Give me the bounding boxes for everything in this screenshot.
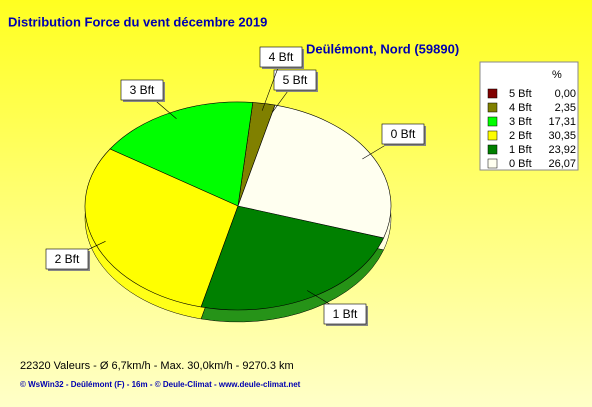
legend-swatch — [487, 102, 498, 113]
slice-label: 1 Bft — [333, 307, 358, 321]
legend-label: 4 Bft — [509, 102, 532, 114]
pie-slice — [237, 104, 392, 239]
slice-label: 5 Bft — [283, 73, 308, 87]
legend-swatch — [487, 130, 498, 141]
legend-label: 3 Bft — [509, 116, 532, 128]
legend-value: 0,00 — [555, 88, 576, 100]
footer: 22320 Valeurs - Ø 6,7km/h - Max. 30,0km/… — [20, 360, 294, 372]
label-box — [259, 46, 303, 68]
slice-label: 4 Bft — [269, 50, 294, 64]
label-box — [381, 123, 425, 145]
label-box — [120, 79, 164, 101]
pie-slice — [84, 148, 239, 308]
slice-label: 0 Bft — [391, 127, 416, 141]
pie-slice — [200, 205, 385, 311]
legend-value: 30,35 — [548, 130, 576, 142]
legend-label: 1 Bft — [509, 144, 532, 156]
legend-header: % — [552, 69, 562, 81]
legend-swatch — [487, 88, 498, 99]
chart-subtitle: Deülémont, Nord (59890) — [306, 41, 459, 56]
chart-title: Distribution Force du vent décembre 2019 — [8, 14, 267, 29]
label-box — [45, 248, 89, 270]
legend-label: 5 Bft — [509, 88, 532, 100]
legend-value: 26,07 — [548, 158, 576, 170]
label-box — [273, 69, 317, 91]
legend-swatch — [487, 158, 498, 169]
slice-label: 3 Bft — [130, 83, 155, 97]
legend-value: 2,35 — [555, 102, 576, 114]
legend-value: 23,92 — [548, 144, 576, 156]
legend-label: 0 Bft — [509, 158, 532, 170]
slice-label: 2 Bft — [55, 252, 80, 266]
label-box — [323, 303, 367, 325]
credits: © WsWin32 - Deûlémont (F) - 16m - © Deul… — [20, 380, 301, 389]
pie — [84, 101, 392, 323]
legend-value: 17,31 — [548, 116, 576, 128]
legend-label: 2 Bft — [509, 130, 532, 142]
legend-swatch — [487, 116, 498, 127]
pie-slice — [109, 101, 254, 207]
legend-swatch — [487, 144, 498, 155]
